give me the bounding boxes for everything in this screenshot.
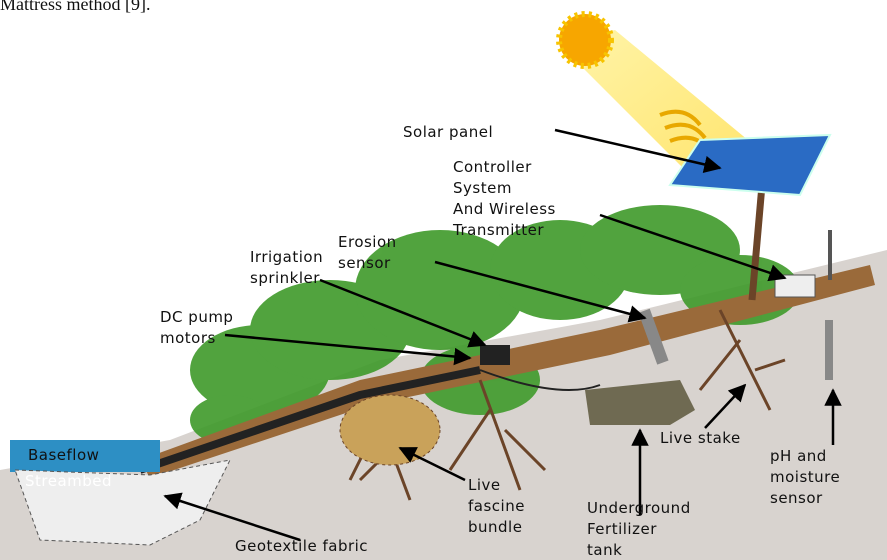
arrows bbox=[163, 128, 842, 542]
label: DC pump bbox=[160, 308, 233, 326]
stream bbox=[10, 440, 160, 472]
label: tank bbox=[587, 541, 622, 559]
label: sensor bbox=[338, 254, 391, 272]
label: Controller bbox=[453, 158, 532, 176]
label: Fertilizer bbox=[587, 520, 657, 538]
tank bbox=[585, 380, 695, 425]
label: motors bbox=[160, 329, 216, 347]
label: Underground bbox=[587, 499, 691, 517]
label: Irrigation bbox=[250, 248, 323, 266]
label: moisture bbox=[770, 468, 840, 486]
label: Live bbox=[468, 476, 501, 494]
controller bbox=[774, 274, 816, 298]
label: sprinkler bbox=[250, 269, 320, 287]
label: Geotextile fabric bbox=[235, 537, 368, 555]
label: sensor bbox=[770, 489, 823, 507]
solar-panel bbox=[668, 133, 832, 197]
label: Erosion bbox=[338, 233, 397, 251]
streambed bbox=[14, 459, 231, 546]
caption: Mattress method [9]. bbox=[0, 0, 150, 14]
label: pH and bbox=[770, 447, 827, 465]
bank bbox=[140, 265, 875, 478]
pipe bbox=[138, 366, 481, 474]
label: Solar panel bbox=[403, 123, 493, 141]
label: Live stake bbox=[660, 429, 741, 447]
label: System bbox=[453, 179, 512, 197]
trees bbox=[190, 205, 800, 445]
sun bbox=[556, 11, 614, 69]
label: Streambed bbox=[25, 472, 112, 490]
label: bundle bbox=[468, 518, 522, 536]
label: And Wireless bbox=[453, 200, 556, 218]
label: Baseflow bbox=[28, 446, 99, 464]
pole bbox=[748, 184, 766, 301]
label: fascine bbox=[468, 497, 525, 515]
fascine bbox=[339, 394, 441, 466]
label: Transmitter bbox=[452, 221, 544, 239]
